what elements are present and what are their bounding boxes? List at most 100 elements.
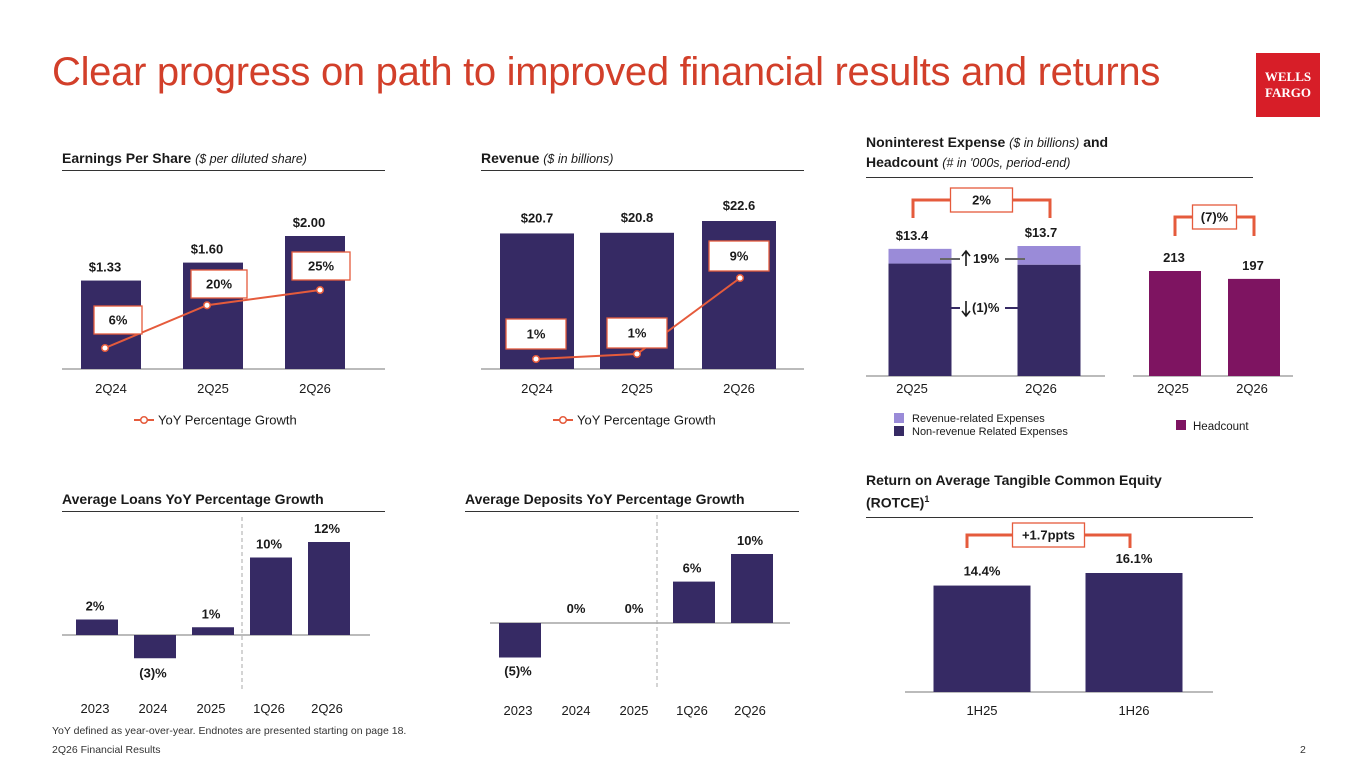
rotce-change-label: +1.7ppts (1022, 528, 1075, 543)
expense-change-box (949, 187, 1014, 213)
footer-report-name: 2Q26 Financial Results (52, 744, 161, 756)
revenue-yoy-point-1 (632, 349, 642, 359)
revenue-x-tick-2q24: 2Q24 (521, 381, 553, 396)
headcount-legend-swatch (1176, 420, 1186, 430)
deposits-x-tick-2023: 2023 (504, 703, 533, 718)
eps-subtitle: ($ per diluted share) (195, 152, 307, 166)
headcount-value-label-2q25: 213 (1163, 250, 1185, 265)
loans-x-tick-2025: 2025 (197, 701, 226, 716)
rotce-x-tick-1h25: 1H25 (966, 703, 997, 718)
expense-growth-down-arrow (961, 301, 971, 318)
expense-legend-nonrevenue-swatch (894, 426, 904, 436)
eps-yoy-20-label: 20% (206, 277, 232, 292)
expense-bar-revenue-2q25 (888, 248, 952, 264)
headcount-bar-2q25 (1149, 271, 1201, 376)
eps-yoy-20-box (190, 269, 248, 299)
loans-bar-2024 (134, 635, 176, 659)
revenue-yoy-1b-label: 1% (628, 326, 647, 341)
revenue-header: Revenue ($ in billions) (481, 150, 804, 171)
eps-legend-marker (139, 415, 149, 425)
rotce-title-line2: (ROTCE) (866, 494, 925, 511)
rotce-x-tick-1h26: 1H26 (1118, 703, 1149, 718)
page-title: Clear progress on path to improved finan… (52, 50, 1161, 94)
loans-value-label-2025: 1% (202, 606, 221, 621)
logo-line-1: WELLS (1264, 69, 1312, 84)
headcount-value-label-2q26: 197 (1242, 258, 1264, 273)
headcount-bar-2q26 (1228, 278, 1280, 376)
eps-x-tick-2q25: 2Q25 (197, 381, 229, 396)
expense-change-label: 2% (972, 193, 991, 208)
deposits-bar-2q26 (731, 554, 773, 623)
deposits-value-label-2025: 0% (625, 601, 644, 616)
expense-bar-nonrevenue-2q25 (888, 263, 952, 376)
deposits-x-tick-2024: 2024 (562, 703, 591, 718)
eps-yoy-6-box (93, 305, 143, 335)
headcount-change-box (1191, 204, 1238, 230)
revenue-legend-marker (558, 415, 568, 425)
loans-bar-2q26 (308, 542, 350, 635)
expense-title: Noninterest Expense (866, 134, 1006, 150)
expense-subtitle: ($ in billions) (1009, 136, 1080, 150)
revenue-yoy-1a-label: 1% (527, 327, 546, 342)
expense-x-tick-2q25: 2Q25 (896, 381, 928, 396)
expense-growth-down-label: (1)% (972, 300, 1000, 315)
eps-yoy-point-2 (315, 285, 325, 295)
revenue-x-tick-2q25: 2Q25 (621, 381, 653, 396)
deposits-value-label-1q26: 6% (683, 561, 702, 576)
revenue-value-label-2q25: $20.8 (621, 210, 654, 225)
eps-title: Earnings Per Share (62, 150, 192, 166)
loans-x-tick-1q26: 1Q26 (253, 701, 285, 716)
expense-bar-revenue-2q26 (1017, 246, 1081, 265)
footnote: YoY defined as year-over-year. Endnotes … (52, 725, 407, 737)
deposits-title: Average Deposits YoY Percentage Growth (465, 491, 745, 507)
logo-line-2: FARGO (1265, 85, 1311, 100)
headcount-subtitle: (# in '000s, period-end) (942, 156, 1071, 170)
revenue-x-tick-2q26: 2Q26 (723, 381, 755, 396)
deposits-x-tick-2025: 2025 (620, 703, 649, 718)
revenue-value-label-2q24: $20.7 (521, 210, 554, 225)
headcount-title: Headcount (866, 154, 939, 170)
loans-bar-2025 (192, 627, 234, 635)
rotce-bar-1h25 (933, 585, 1031, 692)
rotce-footnote-marker: 1 (924, 494, 930, 504)
loans-value-label-1q26: 10% (256, 537, 282, 552)
eps-yoy-point-0 (100, 343, 110, 353)
expense-header: Noninterest Expense ($ in billions) and … (866, 133, 1253, 178)
eps-yoy-25-label: 25% (308, 259, 334, 274)
revenue-yoy-point-2 (735, 273, 745, 283)
rotce-bar-1h26 (1085, 573, 1183, 692)
headcount-legend-text: Headcount (1193, 421, 1249, 433)
rotce-header: Return on Average Tangible Common Equity… (866, 471, 1253, 518)
expense-total-label-2q25: $13.4 (896, 228, 929, 243)
expense-legend-revenue-swatch (894, 413, 904, 423)
deposits-value-label-2024: 0% (567, 601, 586, 616)
rotce-title: Return on Average Tangible Common Equity (866, 472, 1162, 488)
rotce-value-label-1h26: 16.1% (1116, 551, 1153, 566)
wells-fargo-logo: WELLS FARGO (1256, 53, 1320, 117)
eps-x-tick-2q26: 2Q26 (299, 381, 331, 396)
expense-growth-up-arrow (961, 249, 971, 266)
deposits-x-tick-2q26: 2Q26 (734, 703, 766, 718)
loans-x-tick-2024: 2024 (139, 701, 168, 716)
deposits-value-label-2q26: 10% (737, 533, 763, 548)
revenue-value-label-2q26: $22.6 (723, 198, 756, 213)
loans-bar-1q26 (250, 557, 292, 635)
eps-value-label-2q24: $1.33 (89, 260, 122, 275)
deposits-x-tick-1q26: 1Q26 (676, 703, 708, 718)
page-number: 2 (1300, 744, 1306, 756)
expense-total-label-2q26: $13.7 (1025, 225, 1058, 240)
expense-growth-up-label: 19% (973, 251, 999, 266)
eps-header: Earnings Per Share ($ per diluted share) (62, 150, 385, 171)
rotce-change-box (1011, 522, 1086, 548)
loans-value-label-2023: 2% (86, 599, 105, 614)
loans-header: Average Loans YoY Percentage Growth (62, 491, 385, 512)
eps-yoy-point-1 (202, 301, 212, 310)
eps-yoy-25-box (291, 251, 351, 281)
expense-x-tick-2q26: 2Q26 (1025, 381, 1057, 396)
revenue-yoy-1b-box (606, 317, 668, 349)
headcount-x-tick-2q26: 2Q26 (1236, 381, 1268, 396)
revenue-subtitle: ($ in billions) (543, 152, 614, 166)
revenue-legend-text: YoY Percentage Growth (577, 413, 716, 428)
eps-value-label-2q26: $2.00 (293, 215, 326, 230)
headcount-x-tick-2q25: 2Q25 (1157, 381, 1189, 396)
